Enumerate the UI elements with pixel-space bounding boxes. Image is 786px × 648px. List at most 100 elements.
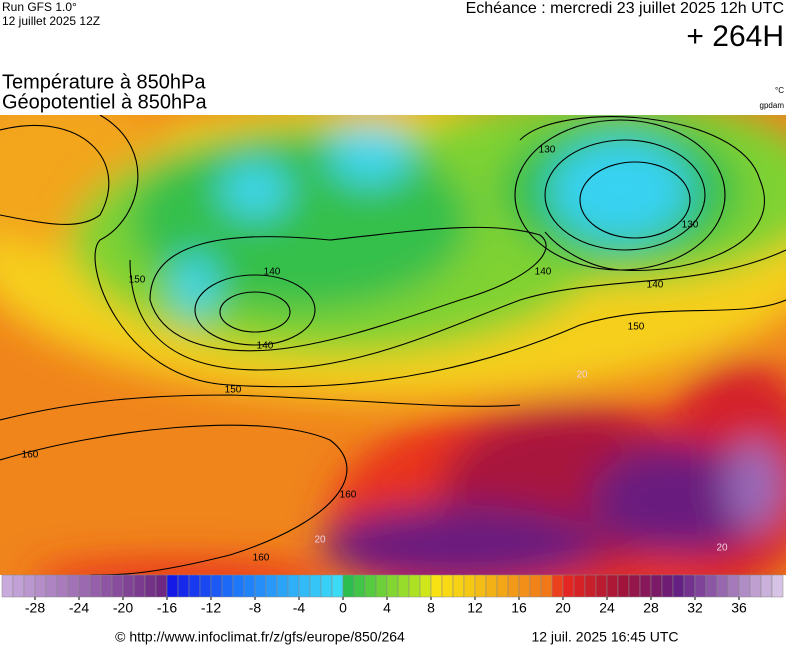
colorbar-cell	[342, 574, 355, 598]
colorbar-tick-label: 28	[643, 600, 659, 616]
colorbar-cell	[595, 574, 608, 598]
colorbar-cell	[540, 574, 553, 598]
colorbar-cell	[617, 574, 630, 598]
colorbar-tick-label: 24	[599, 600, 615, 616]
colorbar-cell	[210, 574, 223, 598]
colorbar-tick-label: -24	[69, 600, 89, 616]
colorbar-cell	[23, 574, 36, 598]
contour-label: 140	[535, 267, 552, 278]
colorbar-cell	[243, 574, 256, 598]
colorbar-cell	[1, 574, 14, 598]
colorbar-cell	[12, 574, 25, 598]
colorbar-cell	[771, 574, 784, 598]
colorbar-tick-label: 4	[383, 600, 391, 616]
footer-timestamp: 12 juil. 2025 16:45 UTC	[531, 629, 678, 645]
colorbar-tick-label: -8	[249, 600, 262, 616]
contour-label: 150	[628, 322, 645, 333]
forecast-time: Echéance : mercredi 23 juillet 2025 12h …	[466, 0, 784, 17]
colorbar-cell	[661, 574, 674, 598]
colorbar-cell	[551, 574, 564, 598]
colorbar-cell	[496, 574, 509, 598]
colorbar-cell	[100, 574, 113, 598]
colorbar-cell	[45, 574, 58, 598]
colorbar-tick-label: 20	[555, 600, 571, 616]
colorbar-cell	[177, 574, 190, 598]
run-label: Run GFS 1.0°	[2, 0, 77, 14]
colorbar-cell	[78, 574, 91, 598]
colorbar-cell	[408, 574, 421, 598]
colorbar-cell	[254, 574, 267, 598]
colorbar-cell	[144, 574, 157, 598]
map-title: Température à 850hPa	[2, 71, 206, 93]
contour-label: 160	[253, 553, 270, 564]
colorbar-tick-label: 16	[511, 600, 527, 616]
contour-label: 160	[340, 490, 357, 501]
colorbar-cell	[705, 574, 718, 598]
temperature-field: 130 130 140 140 140 140 150 150 150 160 …	[0, 115, 786, 575]
colorbar-tick-label: 12	[467, 600, 483, 616]
colorbar-cell	[584, 574, 597, 598]
colorbar-cell	[463, 574, 476, 598]
colorbar-cell	[188, 574, 201, 598]
isotherm-label: 20	[314, 535, 326, 546]
colorbar-cell	[507, 574, 520, 598]
colorbar-cell	[430, 574, 443, 598]
contour-label: 140	[264, 267, 281, 278]
colorbar-cell	[518, 574, 531, 598]
colorbar-cell	[199, 574, 212, 598]
colorbar-cell	[727, 574, 740, 598]
colorbar-cell	[122, 574, 135, 598]
colorbar-cell	[89, 574, 102, 598]
colorbar-cell	[331, 574, 344, 598]
colorbar-cell	[133, 574, 146, 598]
colorbar-cell	[353, 574, 366, 598]
colorbar-cell	[375, 574, 388, 598]
colorbar-tick-label: 0	[339, 600, 347, 616]
colorbar-cell	[474, 574, 487, 598]
colorbar-cell	[287, 574, 300, 598]
colorbar-tick-label: 32	[687, 600, 703, 616]
colorbar-cell	[111, 574, 124, 598]
colorbar-cell	[298, 574, 311, 598]
colorbar-cell	[650, 574, 663, 598]
colorbar-cell	[166, 574, 179, 598]
contour-label: 130	[682, 220, 699, 231]
colorbar-cell	[265, 574, 278, 598]
colorbar-tick-label: 8	[427, 600, 435, 616]
contour-label: 140	[257, 341, 274, 352]
colorbar-cell	[441, 574, 454, 598]
geopotential-contours	[0, 115, 786, 575]
isotherm-label: 20	[576, 370, 588, 381]
colorbar-cell	[683, 574, 696, 598]
colorbar-cell	[419, 574, 432, 598]
colorbar-cell	[56, 574, 69, 598]
colorbar-tick-label: -12	[201, 600, 221, 616]
colorbar-cell	[452, 574, 465, 598]
colorbar-cell	[760, 574, 773, 598]
colorbar-cell	[485, 574, 498, 598]
colorbar-cell	[738, 574, 751, 598]
colorbar-cell	[276, 574, 289, 598]
unit-label: °C	[775, 86, 784, 95]
unit-label: gpdam	[760, 101, 785, 110]
colorbar-cell	[232, 574, 245, 598]
map-title: Géopotentiel à 850hPa	[2, 91, 207, 113]
colorbar-cell	[639, 574, 652, 598]
colorbar-tick-label: -28	[25, 600, 45, 616]
colorbar-cell	[320, 574, 333, 598]
colorbar-cell	[628, 574, 641, 598]
colorbar-cell	[309, 574, 322, 598]
colorbar-cell	[386, 574, 399, 598]
colorbar: -28 -24 -20 -16 -12 -8 -4 0 4 8 12 16 20 24 28 32 36	[1, 574, 784, 616]
colorbar-cell	[529, 574, 542, 598]
colorbar-cell	[34, 574, 47, 598]
contour-label: 150	[129, 275, 146, 286]
colorbar-cell	[364, 574, 377, 598]
lead-time: + 264H	[686, 20, 784, 53]
contour-label: 150	[225, 385, 242, 396]
colorbar-cell	[694, 574, 707, 598]
footer-url: © http://www.infoclimat.fr/z/gfs/europe/…	[115, 629, 405, 645]
isotherm-label: 20	[716, 543, 728, 554]
colorbar-tick-label: -16	[157, 600, 177, 616]
contour-label: 160	[22, 450, 39, 461]
